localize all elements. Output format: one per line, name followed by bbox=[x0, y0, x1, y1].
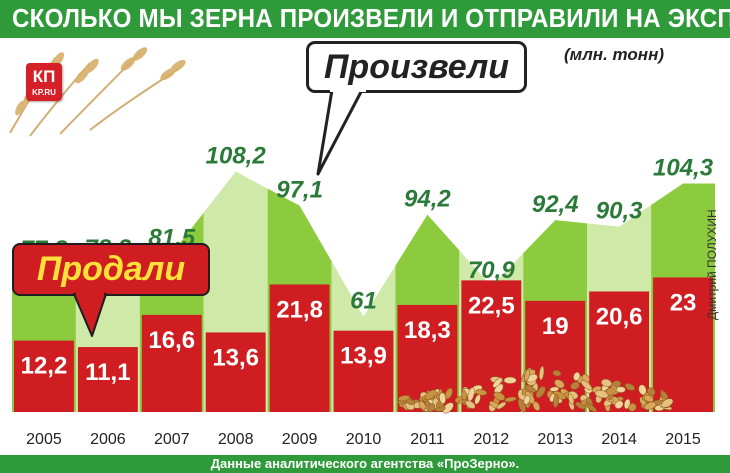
produced-callout: Произвели bbox=[306, 41, 527, 93]
sold-callout-pointer bbox=[73, 292, 107, 337]
sold-bar-2009 bbox=[269, 284, 330, 412]
source-text: Данные аналитического агентства «ПроЗерн… bbox=[210, 456, 520, 471]
sold-callout: Продали bbox=[12, 243, 210, 296]
produced-value-2009: 97,1 bbox=[276, 177, 323, 204]
sold-bar-2006 bbox=[77, 347, 138, 412]
year-label-2005: 2005 bbox=[26, 431, 62, 448]
year-label-2008: 2008 bbox=[218, 431, 254, 448]
kp-logo: КП KP.RU bbox=[26, 63, 62, 101]
source-bar: Данные аналитического агентства «ПроЗерн… bbox=[0, 455, 730, 473]
sold-value-2009: 21,8 bbox=[276, 296, 323, 323]
sold-bar-2007 bbox=[141, 314, 202, 412]
year-label-2010: 2010 bbox=[346, 431, 382, 448]
logo-text: КП bbox=[32, 67, 56, 86]
sold-bar-2005 bbox=[14, 340, 74, 412]
sold-bar-2008 bbox=[205, 332, 266, 412]
sold-value-2006: 11,1 bbox=[85, 359, 130, 386]
year-label-2006: 2006 bbox=[90, 431, 126, 448]
sold-value-2010: 13,9 bbox=[340, 343, 387, 370]
produced-value-2014: 90,3 bbox=[596, 198, 643, 225]
sold-series bbox=[14, 277, 713, 412]
year-label-2014: 2014 bbox=[601, 431, 637, 448]
produced-value-2011: 94,2 bbox=[404, 186, 451, 213]
sold-value-2015: 23 bbox=[670, 289, 697, 316]
sold-value-2014: 20,6 bbox=[596, 303, 643, 330]
sold-value-2013: 19 bbox=[542, 313, 569, 340]
sold-value-2007: 16,6 bbox=[148, 327, 195, 354]
produced-callout-pointer bbox=[316, 88, 366, 176]
year-labels: 2005 2006 2007 2008 2009 2010 2011 2012 2013 2014… bbox=[26, 431, 701, 448]
produced-value-2013: 92,4 bbox=[532, 191, 579, 218]
sold-callout-label: Продали bbox=[36, 250, 186, 288]
produced-value-2010: 61 bbox=[350, 288, 377, 315]
sold-value-2011: 18,3 bbox=[404, 317, 451, 344]
grain-pile-image bbox=[397, 365, 674, 414]
sold-value-2012: 22,5 bbox=[468, 292, 515, 319]
sold-bar-2010 bbox=[333, 330, 394, 412]
produced-value-2008: 108,2 bbox=[206, 143, 267, 170]
logo-subtext: KP.RU bbox=[32, 88, 56, 97]
produced-value-2015: 104,3 bbox=[653, 155, 714, 182]
year-label-2009: 2009 bbox=[282, 431, 318, 448]
year-label-2012: 2012 bbox=[474, 431, 510, 448]
sold-value-2008: 13,6 bbox=[212, 344, 259, 371]
sold-value-2005: 12,2 bbox=[21, 353, 68, 380]
page-title: СКОЛЬКО МЫ ЗЕРНА ПРОИЗВЕЛИ И ОТПРАВИЛИ Н… bbox=[12, 3, 730, 33]
author-credit: Дмитрий ПОЛУХИН bbox=[705, 209, 719, 320]
produced-value-2012: 70,9 bbox=[468, 257, 515, 284]
year-label-2007: 2007 bbox=[154, 431, 190, 448]
sold-bar-2015 bbox=[653, 277, 713, 412]
year-label-2013: 2013 bbox=[537, 431, 573, 448]
title-bar: СКОЛЬКО МЫ ЗЕРНА ПРОИЗВЕЛИ И ОТПРАВИЛИ Н… bbox=[0, 0, 730, 38]
year-label-2015: 2015 bbox=[665, 431, 701, 448]
year-label-2011: 2011 bbox=[410, 431, 445, 448]
sold-labels: 12,2 11,1 16,6 13,6 21,8 13,9 18,3 22,5 19 20,6 23 bbox=[21, 289, 697, 386]
produced-callout-label: Произвели bbox=[323, 48, 510, 86]
unit-label: (млн. тонн) bbox=[564, 45, 664, 64]
